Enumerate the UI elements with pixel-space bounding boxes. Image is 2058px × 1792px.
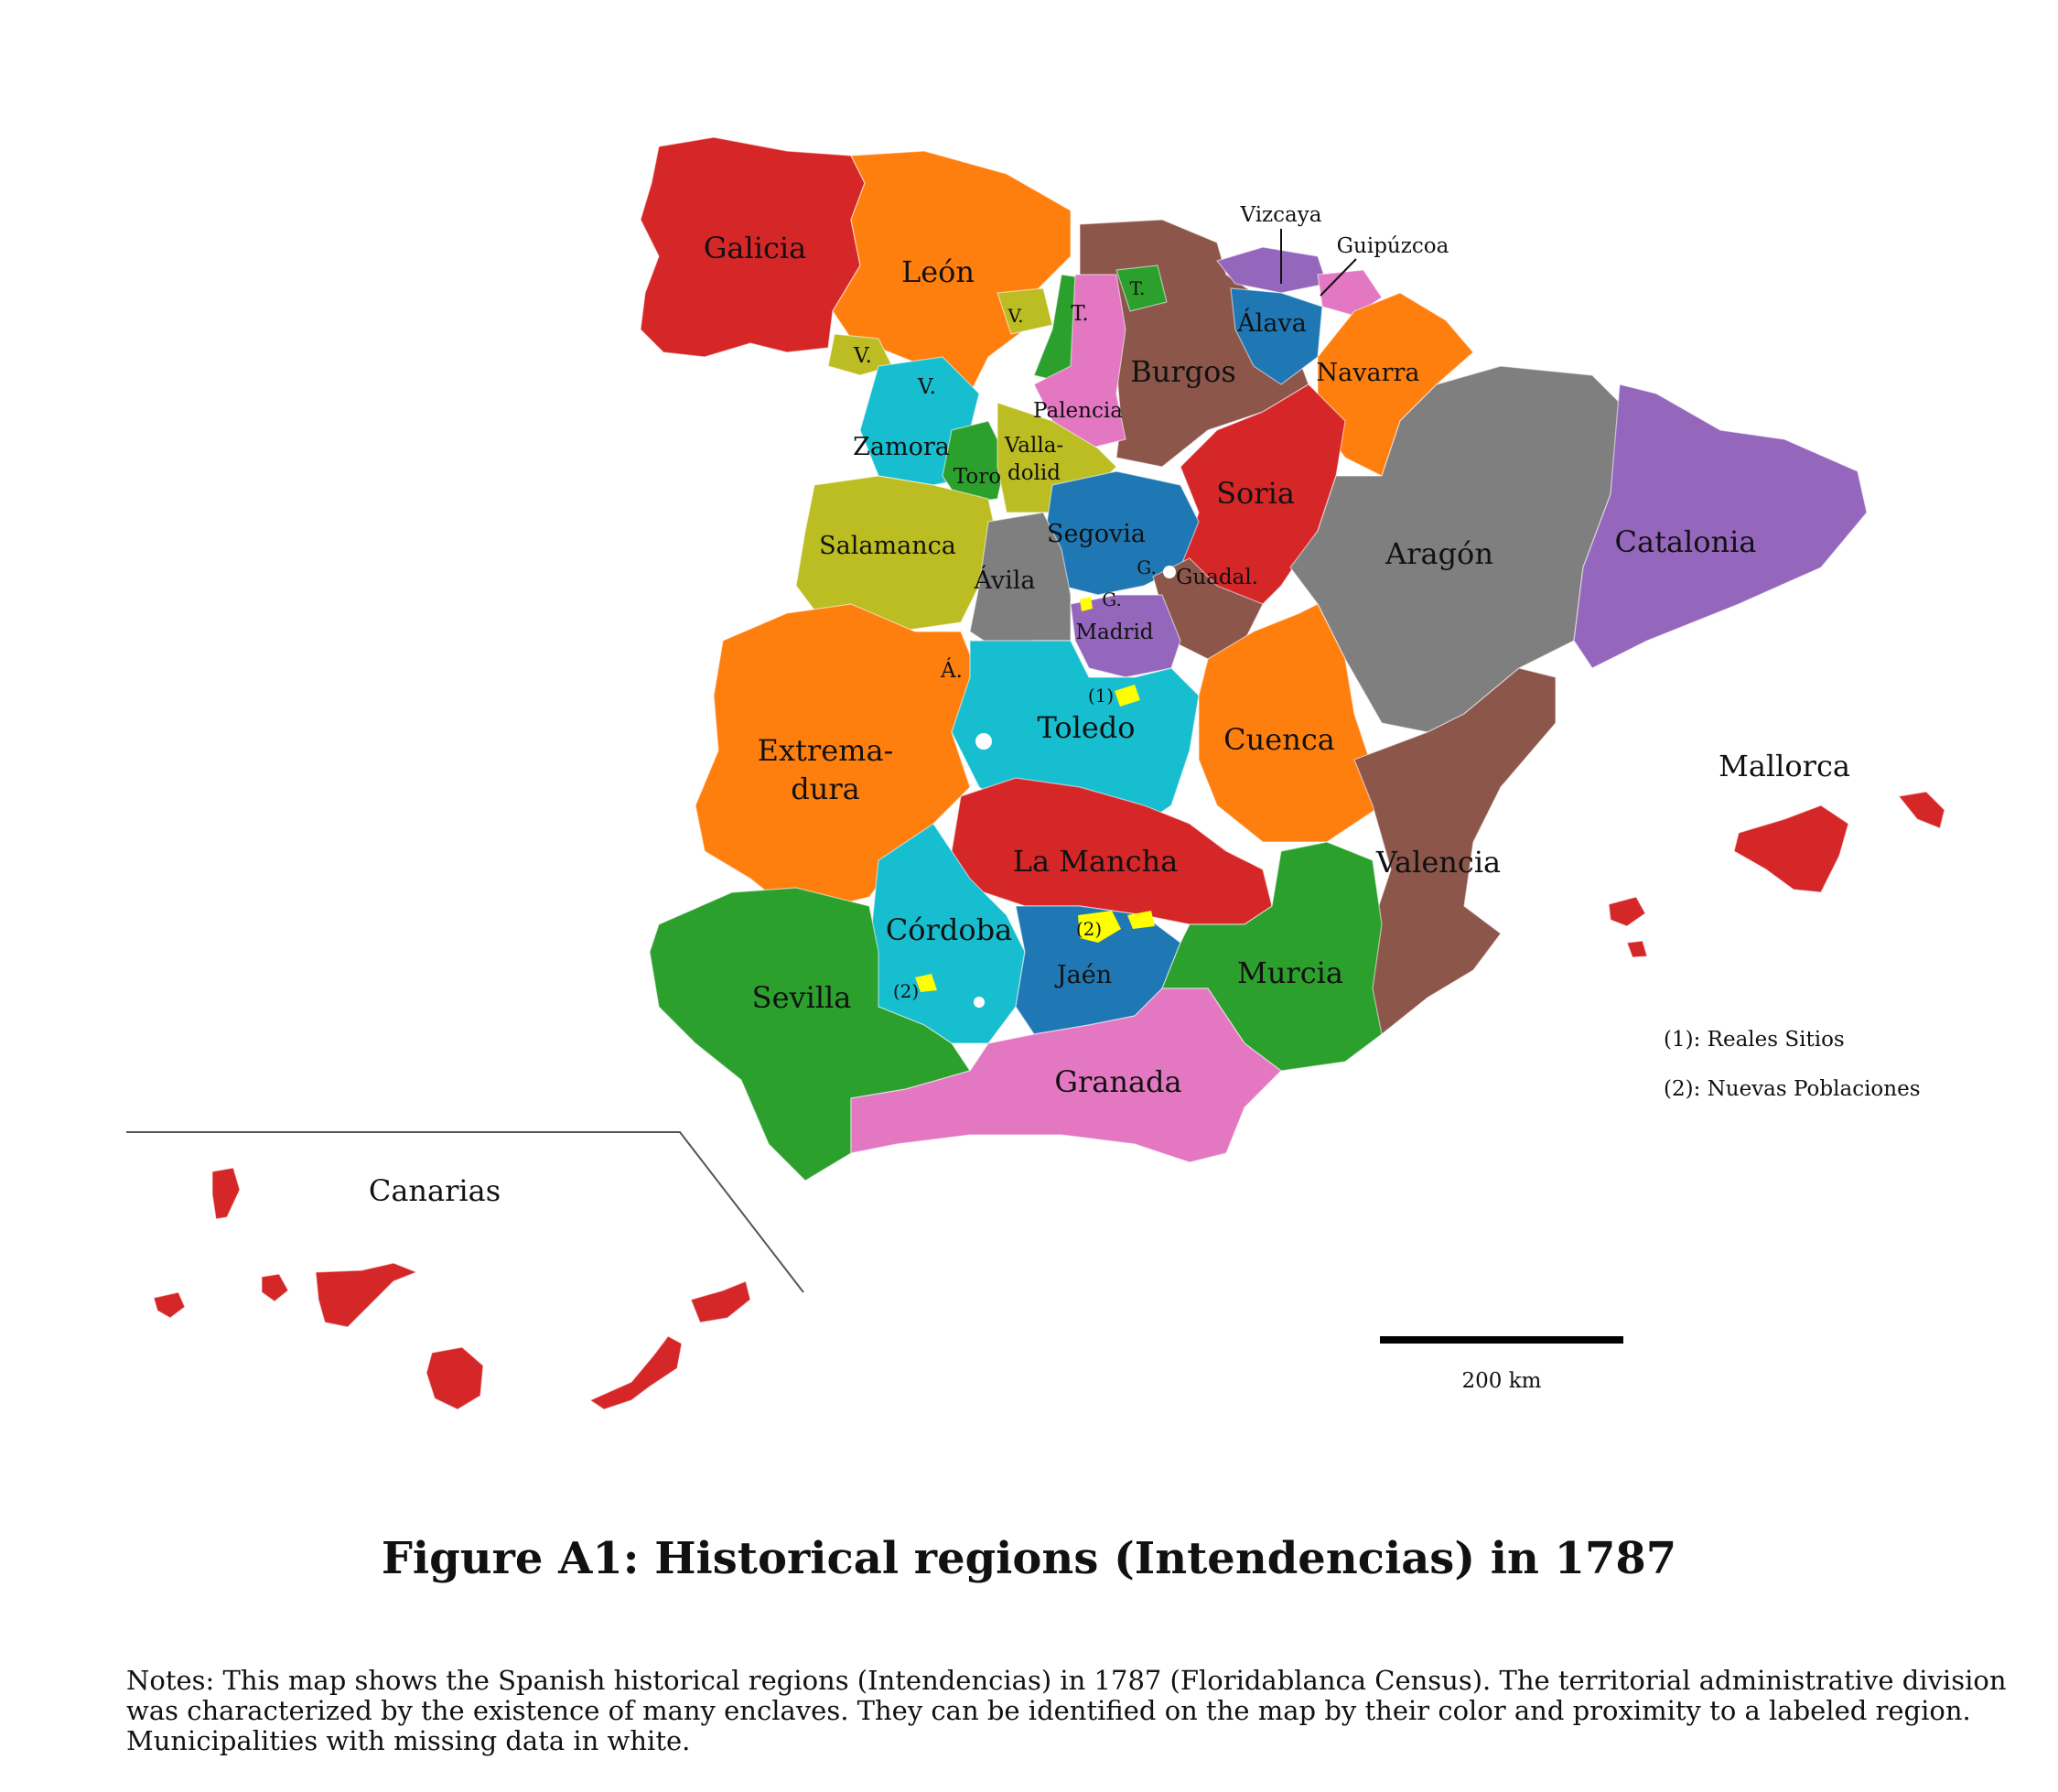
island-lanzarote — [690, 1280, 751, 1323]
island-el-hierro — [153, 1291, 186, 1319]
label-salamanca: Salamanca — [819, 532, 956, 560]
island-la-palma — [211, 1167, 241, 1220]
missing-data-patch — [975, 733, 992, 750]
balearic-islands — [1608, 791, 1945, 958]
label-mallorca: Mallorca — [1719, 749, 1850, 783]
label-sevilla: Sevilla — [752, 980, 852, 1015]
label-navarra: Navarra — [1317, 359, 1420, 387]
label-avila: Ávila — [973, 565, 1035, 595]
label-palencia: Palencia — [1033, 399, 1123, 423]
region-catalonia — [1573, 383, 1868, 669]
label-segovia: Segovia — [1047, 520, 1146, 548]
region-salamanca — [795, 475, 998, 632]
enclave-v-galicia — [827, 333, 893, 376]
label-toledo: Toledo — [1037, 710, 1135, 745]
label-reales-sitios: (1) — [1088, 685, 1114, 707]
intendencias-map: Canarias Galicia León Burgos Vizcaya Gui… — [126, 136, 1945, 1410]
label-cuenca: Cuenca — [1223, 722, 1335, 757]
enclave-reales-sitios — [1115, 685, 1140, 707]
label-zamora: Zamora — [853, 433, 950, 461]
scale-bar-label: 200 km — [1462, 1369, 1542, 1393]
island-menorca — [1897, 791, 1945, 829]
label-enclave-v-leon: V. — [1007, 305, 1023, 327]
canarias-inset: Canarias — [126, 1131, 804, 1410]
region-labels: Galicia León Burgos Vizcaya Guipúzcoa Ál… — [704, 203, 1850, 1099]
island-la-gomera — [261, 1273, 289, 1302]
label-guipuzcoa: Guipúzcoa — [1337, 234, 1449, 258]
region-granada — [850, 988, 1282, 1163]
leader-lines — [1280, 229, 1357, 297]
label-granada: Granada — [1054, 1064, 1181, 1099]
label-alava: Álava — [1236, 308, 1307, 338]
label-valencia: Valencia — [1375, 845, 1501, 880]
label-guadalajara: Guadal. — [1176, 566, 1258, 589]
label-leon: León — [901, 254, 975, 289]
label-burgos: Burgos — [1130, 354, 1236, 389]
label-enclave-t-leon: T. — [1071, 302, 1088, 326]
missing-data-patch — [1163, 566, 1176, 578]
legend-item-nuevas-poblaciones: (2): Nuevas Poblaciones — [1664, 1077, 1921, 1101]
label-nuevas-poblaciones-cordoba: (2) — [893, 980, 919, 1002]
label-enclave-g-segovia: G. — [1137, 556, 1157, 578]
label-cordoba: Córdoba — [886, 912, 1012, 947]
region-toledo — [951, 640, 1200, 825]
missing-data-patch — [974, 997, 985, 1008]
label-valladolid-line1: Valla- — [1004, 434, 1063, 458]
legend: (1): Reales Sitios (2): Nuevas Poblacion… — [1664, 1028, 1921, 1101]
label-extremadura-line1: Extrema- — [758, 733, 894, 768]
label-extremadura-line2: dura — [791, 772, 859, 806]
island-ibiza — [1608, 896, 1646, 927]
label-catalonia: Catalonia — [1615, 524, 1757, 559]
label-enclave-v-zamora: V. — [917, 375, 936, 399]
label-aragon: Aragón — [1385, 536, 1493, 571]
label-nuevas-poblaciones-jaen: (2) — [1076, 918, 1102, 940]
island-fuerteventura — [588, 1335, 683, 1410]
label-galicia: Galicia — [704, 231, 806, 265]
label-jaen: Jaén — [1054, 961, 1112, 989]
inset-border — [126, 1131, 804, 1293]
region-palencia — [1033, 274, 1126, 449]
label-enclave-t-burgos: T. — [1130, 277, 1146, 299]
enclave-nuevas-poblaciones-jaen — [1078, 911, 1121, 943]
label-madrid: Madrid — [1075, 621, 1153, 644]
enclave-labels: V. V. V. T. T. G. G. Á. (1) (2) (2) — [853, 277, 1157, 1002]
figure-caption: Figure A1: Historical regions (Intendenc… — [381, 1533, 1677, 1584]
island-formentera — [1626, 940, 1648, 958]
region-valencia — [1353, 667, 1557, 1035]
legend-item-reales-sitios: (1): Reales Sitios — [1664, 1028, 1845, 1052]
scale-bar-line — [1380, 1336, 1623, 1344]
label-soria: Soria — [1216, 476, 1295, 511]
region-toro — [942, 420, 1007, 504]
enclave-nuevas-poblaciones-cordoba — [915, 974, 937, 992]
leader-guipuzcoa — [1320, 258, 1357, 297]
region-alava — [1230, 287, 1323, 385]
island-tenerife — [315, 1262, 418, 1328]
label-enclave-g-madrid: G. — [1102, 588, 1122, 610]
figure-notes: Notes: This map shows the Spanish histor… — [126, 1665, 2007, 1756]
island-gran-canaria — [426, 1346, 484, 1410]
enclave-v-leon — [997, 287, 1053, 335]
label-valladolid-line2: dolid — [1007, 461, 1061, 485]
region-soria — [1180, 383, 1346, 623]
label-enclave-v-galicia: V. — [853, 344, 872, 368]
enclave-nuevas-poblaciones-jaen-east — [1127, 911, 1155, 929]
island-mallorca — [1733, 804, 1849, 893]
label-canarias: Canarias — [369, 1173, 501, 1208]
label-la-mancha: La Mancha — [1013, 844, 1179, 879]
scale-bar: 200 km — [1380, 1336, 1623, 1393]
label-enclave-a-extremadura: Á. — [940, 658, 963, 683]
label-vizcaya: Vizcaya — [1240, 203, 1322, 227]
mainland-regions — [640, 136, 1868, 1182]
label-murcia: Murcia — [1237, 955, 1343, 990]
enclave-t-burgos — [1115, 264, 1168, 312]
label-toro: Toro — [954, 465, 1001, 489]
enclave-reales-sitios-madrid — [1080, 597, 1093, 611]
